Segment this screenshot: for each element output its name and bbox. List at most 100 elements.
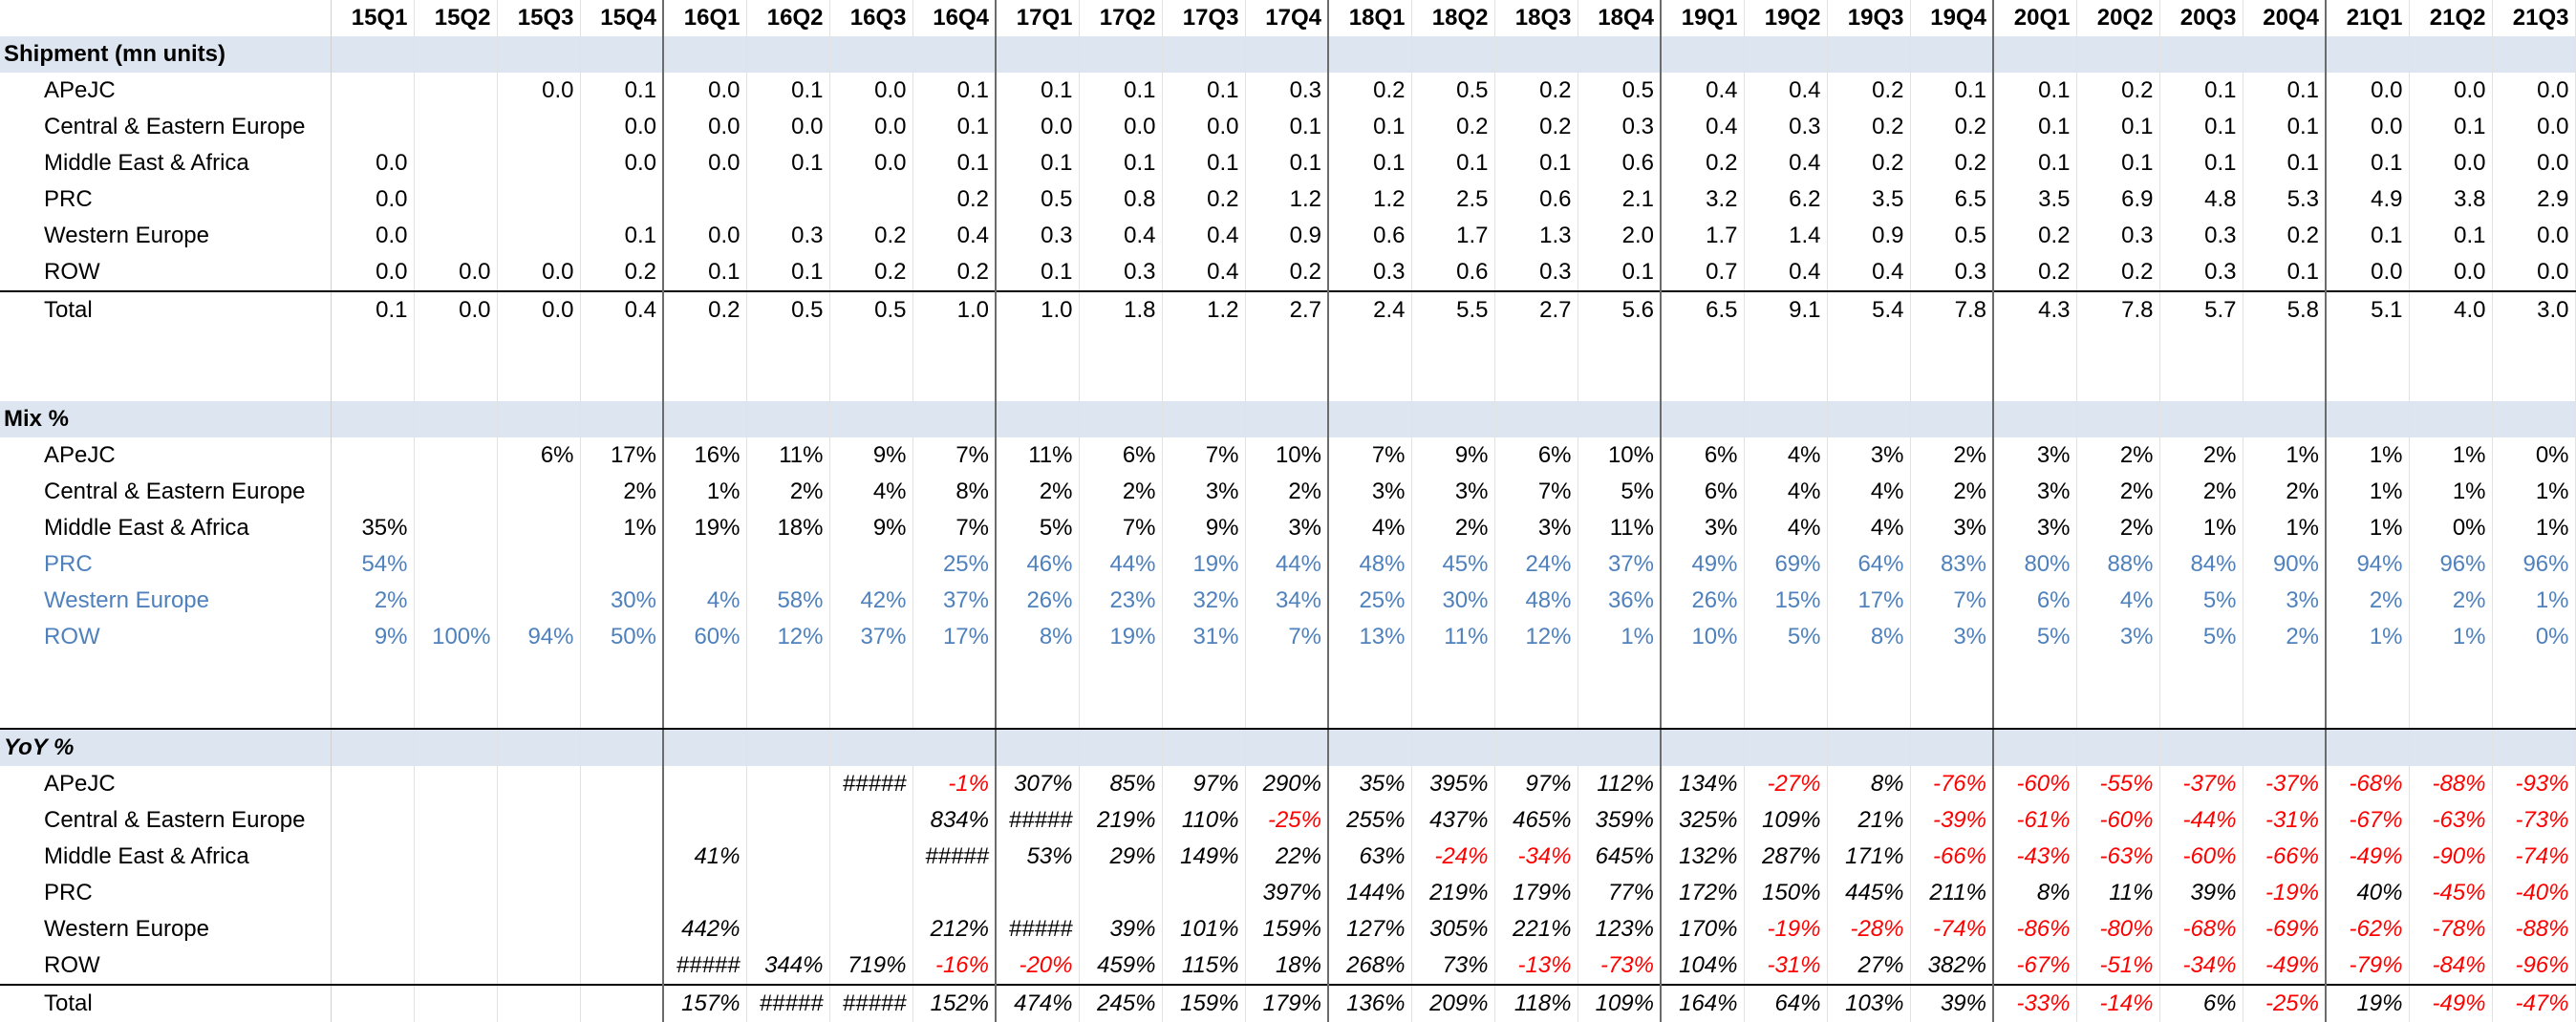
section-0-row-1-cell-15Q3[interactable] [497,109,581,145]
section-1-spacer-a-cell-20Q3[interactable] [2159,655,2243,692]
section-0-row-5-cell-19Q3[interactable]: 0.4 [1827,254,1911,291]
section-1-row-3-cell-20Q4[interactable]: 90% [2243,546,2327,583]
section-1-title-row-cell-18Q3[interactable] [1494,401,1578,437]
section-0-row-4-cell-20Q3[interactable]: 0.3 [2159,218,2243,254]
section-2-row-3-cell-17Q4[interactable]: 397% [1245,875,1329,911]
section-1-row-3-cell-20Q3[interactable]: 84% [2159,546,2243,583]
section-2-row-3-cell-20Q1[interactable]: 8% [1993,875,2077,911]
section-0-total-row-cell-19Q3[interactable]: 5.4 [1827,290,1911,329]
quarter-header-20Q3[interactable]: 20Q3 [2159,0,2243,36]
section-1-row-5-cell-19Q2[interactable]: 5% [1744,619,1828,655]
section-0-spacer-b-cell-17Q2[interactable] [1079,365,1163,401]
section-0-row-1-cell-18Q1[interactable]: 0.1 [1328,109,1412,145]
section-1-spacer-b-cell-16Q4[interactable] [912,692,997,730]
section-2-row-3-cell-16Q3[interactable] [829,875,913,911]
section-0-row-3-cell-15Q2[interactable] [414,181,498,218]
section-2-row-2-cell-17Q4[interactable]: 22% [1245,839,1329,875]
section-0-title-row-cell-21Q1[interactable] [2326,36,2410,73]
section-1-row-5-cell-18Q2[interactable]: 11% [1411,619,1495,655]
section-0-row-0-cell-19Q3[interactable]: 0.2 [1827,73,1911,109]
section-0-row-4-cell-17Q4[interactable]: 0.9 [1245,218,1329,254]
section-2-row-0-cell-18Q1[interactable]: 35% [1328,766,1412,802]
quarter-header-16Q4[interactable]: 16Q4 [912,0,997,36]
section-0-spacer-a-cell-19Q4[interactable] [1910,329,1994,365]
section-0-spacer-b-cell-15Q2[interactable] [414,365,498,401]
section-2-total-row-cell-20Q2[interactable]: -14% [2076,984,2160,1022]
section-1-spacer-b-cell-17Q4[interactable] [1245,692,1329,730]
quarter-header-21Q1[interactable]: 21Q1 [2326,0,2410,36]
section-0-row-1-cell-19Q4[interactable]: 0.2 [1910,109,1994,145]
section-2-total-row-cell-20Q4[interactable]: -25% [2243,984,2327,1022]
section-0-total-row-cell-18Q3[interactable]: 2.7 [1494,290,1578,329]
section-2-row-4-cell-16Q4[interactable]: 212% [912,911,997,947]
section-1-row-0-cell-19Q1[interactable]: 6% [1661,437,1745,474]
section-1-row-0-cell-15Q2[interactable] [414,437,498,474]
section-1-row-3-cell-18Q1[interactable]: 48% [1328,546,1412,583]
section-2-row-2-cell-21Q3[interactable]: -74% [2492,839,2576,875]
section-0-row-1-cell-15Q2[interactable] [414,109,498,145]
section-0-row-2-cell-21Q1[interactable]: 0.1 [2326,145,2410,181]
section-0-row-2-cell-20Q1[interactable]: 0.1 [1993,145,2077,181]
section-2-total-row-cell-20Q1[interactable]: -33% [1993,984,2077,1022]
section-2-row-3-cell-21Q1[interactable]: 40% [2326,875,2410,911]
section-2-row-1-cell-20Q1[interactable]: -61% [1993,802,2077,839]
section-0-row-4-cell-16Q4[interactable]: 0.4 [912,218,997,254]
section-2-row-2-cell-16Q2[interactable] [746,839,830,875]
section-1-row-0-cell-21Q3[interactable]: 0% [2492,437,2576,474]
section-2-title-row-cell-16Q1[interactable] [663,729,747,766]
section-2-row-4-cell-20Q1[interactable]: -86% [1993,911,2077,947]
section-1-row-5-cell-19Q3[interactable]: 8% [1827,619,1911,655]
quarter-header-17Q1[interactable]: 17Q1 [996,0,1080,36]
section-0-total-row-cell-20Q2[interactable]: 7.8 [2076,290,2160,329]
section-1-spacer-b-cell-21Q2[interactable] [2409,692,2493,730]
section-2-row-4-cell-18Q1[interactable]: 127% [1328,911,1412,947]
section-0-spacer-b-label[interactable] [0,365,332,401]
quarter-header-15Q2[interactable]: 15Q2 [414,0,498,36]
section-2-row-0-cell-17Q4[interactable]: 290% [1245,766,1329,802]
section-2-title-row-cell-17Q1[interactable] [996,729,1080,766]
section-1-row-5-cell-19Q4[interactable]: 3% [1910,619,1994,655]
section-1-row-2-cell-20Q4[interactable]: 1% [2243,510,2327,546]
section-1-row-2-cell-19Q3[interactable]: 4% [1827,510,1911,546]
section-2-title-row-cell-17Q2[interactable] [1079,729,1163,766]
section-2-row-3-cell-18Q4[interactable]: 77% [1578,875,1662,911]
section-1-spacer-b-cell-17Q3[interactable] [1162,692,1246,730]
section-1-row-5-cell-16Q3[interactable]: 37% [829,619,913,655]
section-0-total-row-cell-21Q2[interactable]: 4.0 [2409,290,2493,329]
section-2-row-2-cell-16Q1[interactable]: 41% [663,839,747,875]
section-2-row-5-label[interactable]: ROW [0,947,332,985]
quarter-header-17Q4[interactable]: 17Q4 [1245,0,1329,36]
section-1-row-1-cell-18Q2[interactable]: 3% [1411,474,1495,510]
section-0-spacer-a-cell-21Q2[interactable] [2409,329,2493,365]
quarter-header-19Q2[interactable]: 19Q2 [1744,0,1828,36]
section-1-row-5-cell-15Q3[interactable]: 94% [497,619,581,655]
section-0-row-4-cell-17Q3[interactable]: 0.4 [1162,218,1246,254]
section-0-row-1-cell-20Q3[interactable]: 0.1 [2159,109,2243,145]
section-0-row-1-cell-17Q3[interactable]: 0.0 [1162,109,1246,145]
section-1-title-row-cell-16Q4[interactable] [912,401,997,437]
section-0-row-4-cell-19Q1[interactable]: 1.7 [1661,218,1745,254]
section-1-row-1-cell-21Q3[interactable]: 1% [2492,474,2576,510]
section-0-total-row-cell-21Q3[interactable]: 3.0 [2492,290,2576,329]
quarter-header-19Q1[interactable]: 19Q1 [1661,0,1745,36]
section-2-row-2-cell-19Q2[interactable]: 287% [1744,839,1828,875]
section-2-title-row-cell-16Q3[interactable] [829,729,913,766]
section-0-row-5-cell-18Q3[interactable]: 0.3 [1494,254,1578,291]
section-0-total-row-cell-19Q2[interactable]: 9.1 [1744,290,1828,329]
section-1-row-1-cell-15Q3[interactable] [497,474,581,510]
section-0-title-row-cell-18Q2[interactable] [1411,36,1495,73]
section-1-row-4-cell-15Q4[interactable]: 30% [580,583,664,619]
section-0-spacer-a-cell-15Q2[interactable] [414,329,498,365]
section-2-total-row-cell-16Q3[interactable]: ##### [829,984,913,1022]
section-0-title-row-cell-16Q4[interactable] [912,36,997,73]
section-0-total-row-cell-18Q2[interactable]: 5.5 [1411,290,1495,329]
section-0-spacer-a-cell-16Q3[interactable] [829,329,913,365]
section-2-total-row-cell-18Q2[interactable]: 209% [1411,984,1495,1022]
section-1-spacer-b-cell-15Q3[interactable] [497,692,581,730]
section-2-row-1-cell-18Q2[interactable]: 437% [1411,802,1495,839]
section-1-row-0-cell-15Q4[interactable]: 17% [580,437,664,474]
section-0-row-4-cell-17Q1[interactable]: 0.3 [996,218,1080,254]
section-1-row-4-cell-18Q3[interactable]: 48% [1494,583,1578,619]
section-0-spacer-b-cell-16Q3[interactable] [829,365,913,401]
section-2-row-5-cell-15Q4[interactable] [580,947,664,985]
